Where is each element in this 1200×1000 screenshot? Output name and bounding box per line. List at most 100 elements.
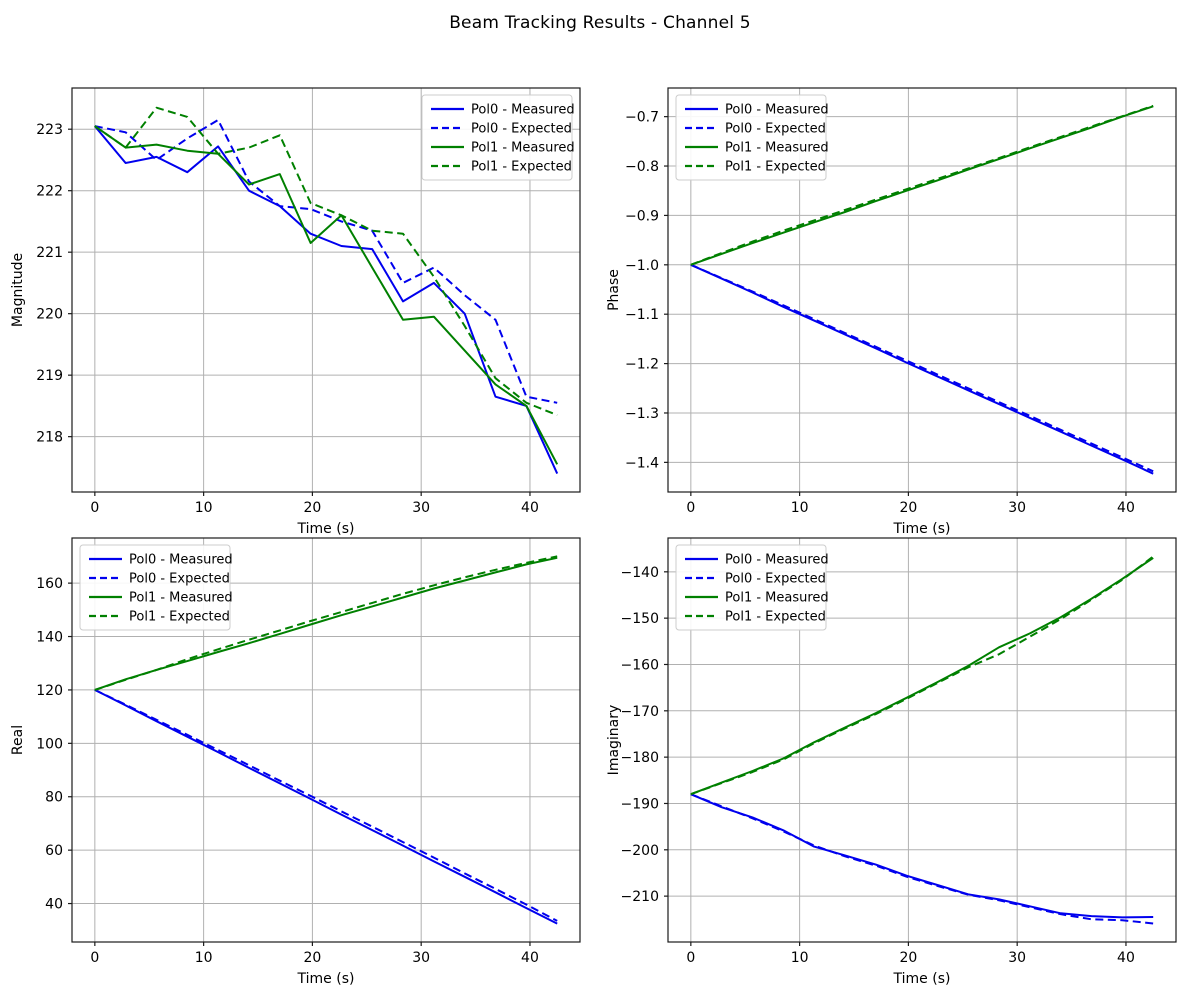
magnitude-legend-item-pol1-measured: Pol1 - Measured xyxy=(431,141,575,156)
imaginary-line-pol0-expected xyxy=(690,793,1154,925)
svg-text:Pol0 - Measured: Pol0 - Measured xyxy=(725,103,829,118)
svg-text:20: 20 xyxy=(899,950,917,966)
phase-line-pol0-measured xyxy=(690,263,1154,475)
svg-text:30: 30 xyxy=(412,500,430,516)
svg-text:10: 10 xyxy=(195,500,213,516)
phase-y-axis-label: Phase xyxy=(606,269,622,311)
imaginary-line-pol1-expected xyxy=(690,555,1154,796)
imaginary-y-tick-labels: −210 −200 −190 −180 −170 −160 −150 −140 xyxy=(621,565,668,905)
real-line-pol0-measured xyxy=(94,689,558,925)
imaginary-spines xyxy=(667,537,1177,943)
magnitude-line-pol1-expected xyxy=(94,106,558,417)
svg-text:−160: −160 xyxy=(621,657,659,673)
svg-text:−190: −190 xyxy=(621,796,659,812)
svg-text:Pol1 - Measured: Pol1 - Measured xyxy=(725,591,829,606)
phase-line-pol0-expected xyxy=(690,263,1154,473)
magnitude-legend-item-pol0-measured: Pol0 - Measured xyxy=(431,103,575,118)
svg-text:10: 10 xyxy=(195,950,213,966)
magnitude-y-tick-labels: 218 219 220 221 222 223 xyxy=(36,122,72,446)
svg-text:0: 0 xyxy=(90,950,99,966)
svg-text:Pol1 - Expected: Pol1 - Expected xyxy=(725,160,826,175)
real-legend-item-pol0-measured: Pol0 - Measured xyxy=(89,553,233,568)
phase-y-tick-labels: −1.4 −1.3 −1.2 −1.1 −1.0 −0.9 −0.8 −0.7 xyxy=(625,110,668,471)
svg-text:−0.7: −0.7 xyxy=(625,110,659,126)
svg-text:0: 0 xyxy=(686,500,695,516)
real-legend-item-pol1-measured: Pol1 - Measured xyxy=(89,591,233,606)
svg-text:222: 222 xyxy=(36,184,63,200)
svg-text:−1.2: −1.2 xyxy=(625,357,659,373)
svg-text:218: 218 xyxy=(36,430,63,446)
svg-text:−200: −200 xyxy=(621,843,659,859)
phase-legend-item-pol0-measured: Pol0 - Measured xyxy=(685,103,829,118)
imaginary-x-axis-label: Time (s) xyxy=(893,971,951,987)
real-spines xyxy=(71,537,581,943)
svg-text:40: 40 xyxy=(521,500,539,516)
svg-text:−1.4: −1.4 xyxy=(625,455,659,471)
svg-text:40: 40 xyxy=(45,897,63,913)
svg-text:−1.0: −1.0 xyxy=(625,258,659,274)
magnitude-y-axis-label: Magnitude xyxy=(10,253,26,327)
subplot-real: 0 10 20 30 40 40 60 80 100 120 140 160 Time (s) Real P… xyxy=(10,537,581,987)
magnitude-line-pol1-measured xyxy=(94,125,559,465)
svg-text:Pol1 - Measured: Pol1 - Measured xyxy=(725,141,829,156)
real-y-axis-label: Real xyxy=(10,725,26,755)
svg-text:Pol1 - Expected: Pol1 - Expected xyxy=(471,160,572,175)
svg-text:223: 223 xyxy=(36,122,63,138)
real-line-pol0-expected xyxy=(94,688,558,922)
svg-text:Pol0 - Measured: Pol0 - Measured xyxy=(471,103,575,118)
real-legend-item-pol1-expected: Pol1 - Expected xyxy=(89,610,230,625)
svg-text:40: 40 xyxy=(1117,500,1135,516)
svg-text:100: 100 xyxy=(36,736,63,752)
svg-text:0: 0 xyxy=(686,950,695,966)
imaginary-legend-item-pol1-measured: Pol1 - Measured xyxy=(685,591,829,606)
imaginary-legend-item-pol0-measured: Pol0 - Measured xyxy=(685,553,829,568)
svg-text:40: 40 xyxy=(1117,950,1135,966)
svg-text:−180: −180 xyxy=(621,750,659,766)
phase-x-axis-label: Time (s) xyxy=(893,521,951,537)
imaginary-x-tick-labels: 0 10 20 30 40 xyxy=(686,942,1135,966)
imaginary-legend-item-pol0-expected: Pol0 - Expected xyxy=(685,572,826,587)
svg-text:Pol0 - Expected: Pol0 - Expected xyxy=(725,572,826,587)
svg-text:140: 140 xyxy=(36,630,63,646)
svg-text:80: 80 xyxy=(45,790,63,806)
subplot-magnitude: 0 10 20 30 40 218 219 220 221 222 223 Time (s) Magni… xyxy=(10,87,581,537)
svg-text:−0.9: −0.9 xyxy=(625,208,659,224)
phase-legend-item-pol0-expected: Pol0 - Expected xyxy=(685,122,826,137)
svg-text:Pol0 - Expected: Pol0 - Expected xyxy=(471,122,572,137)
real-legend: Pol0 - Measured Pol0 - Expected Pol1 - Mea… xyxy=(79,544,233,631)
subplot-phase: 0 10 20 30 40 −1.4 −1.3 −1.2 −1.1 −1.0 −0.9 −0.8 −0.… xyxy=(606,87,1177,537)
magnitude-x-tick-labels: 0 10 20 30 40 xyxy=(90,492,539,516)
svg-text:Pol1 - Expected: Pol1 - Expected xyxy=(725,610,826,625)
svg-text:120: 120 xyxy=(36,683,63,699)
svg-text:10: 10 xyxy=(791,950,809,966)
imaginary-grid xyxy=(668,538,1176,942)
svg-text:−150: −150 xyxy=(621,611,659,627)
svg-text:−170: −170 xyxy=(621,704,659,720)
svg-text:−210: −210 xyxy=(621,889,659,905)
real-x-tick-labels: 0 10 20 30 40 xyxy=(90,942,539,966)
svg-text:30: 30 xyxy=(412,950,430,966)
magnitude-x-axis-label: Time (s) xyxy=(297,521,355,537)
magnitude-legend-item-pol0-expected: Pol0 - Expected xyxy=(431,122,572,137)
phase-legend-item-pol1-expected: Pol1 - Expected xyxy=(685,160,826,175)
real-x-axis-label: Time (s) xyxy=(297,971,355,987)
magnitude-legend: Pol0 - Measured Pol0 - Expected Pol1 - Mea… xyxy=(421,94,575,181)
svg-text:−0.8: −0.8 xyxy=(625,159,659,175)
magnitude-line-pol0-expected xyxy=(94,119,558,404)
svg-text:30: 30 xyxy=(1008,950,1026,966)
phase-line-pol1-expected xyxy=(690,104,1154,266)
subplot-imaginary: 0 10 20 30 40 −210 −200 −190 −180 −170 −160 −150 −14… xyxy=(606,537,1177,987)
phase-spines xyxy=(667,87,1177,493)
imaginary-y-axis-label: Imaginary xyxy=(606,705,622,776)
svg-text:220: 220 xyxy=(36,307,63,323)
svg-text:40: 40 xyxy=(521,950,539,966)
phase-legend: Pol0 - Measured Pol0 - Expected Pol1 - Mea… xyxy=(675,94,829,181)
svg-text:60: 60 xyxy=(45,843,63,859)
magnitude-legend-item-pol1-expected: Pol1 - Expected xyxy=(431,160,572,175)
real-legend-item-pol0-expected: Pol0 - Expected xyxy=(89,572,230,587)
svg-text:−1.1: −1.1 xyxy=(625,307,659,323)
svg-text:160: 160 xyxy=(36,576,63,592)
svg-text:20: 20 xyxy=(899,500,917,516)
